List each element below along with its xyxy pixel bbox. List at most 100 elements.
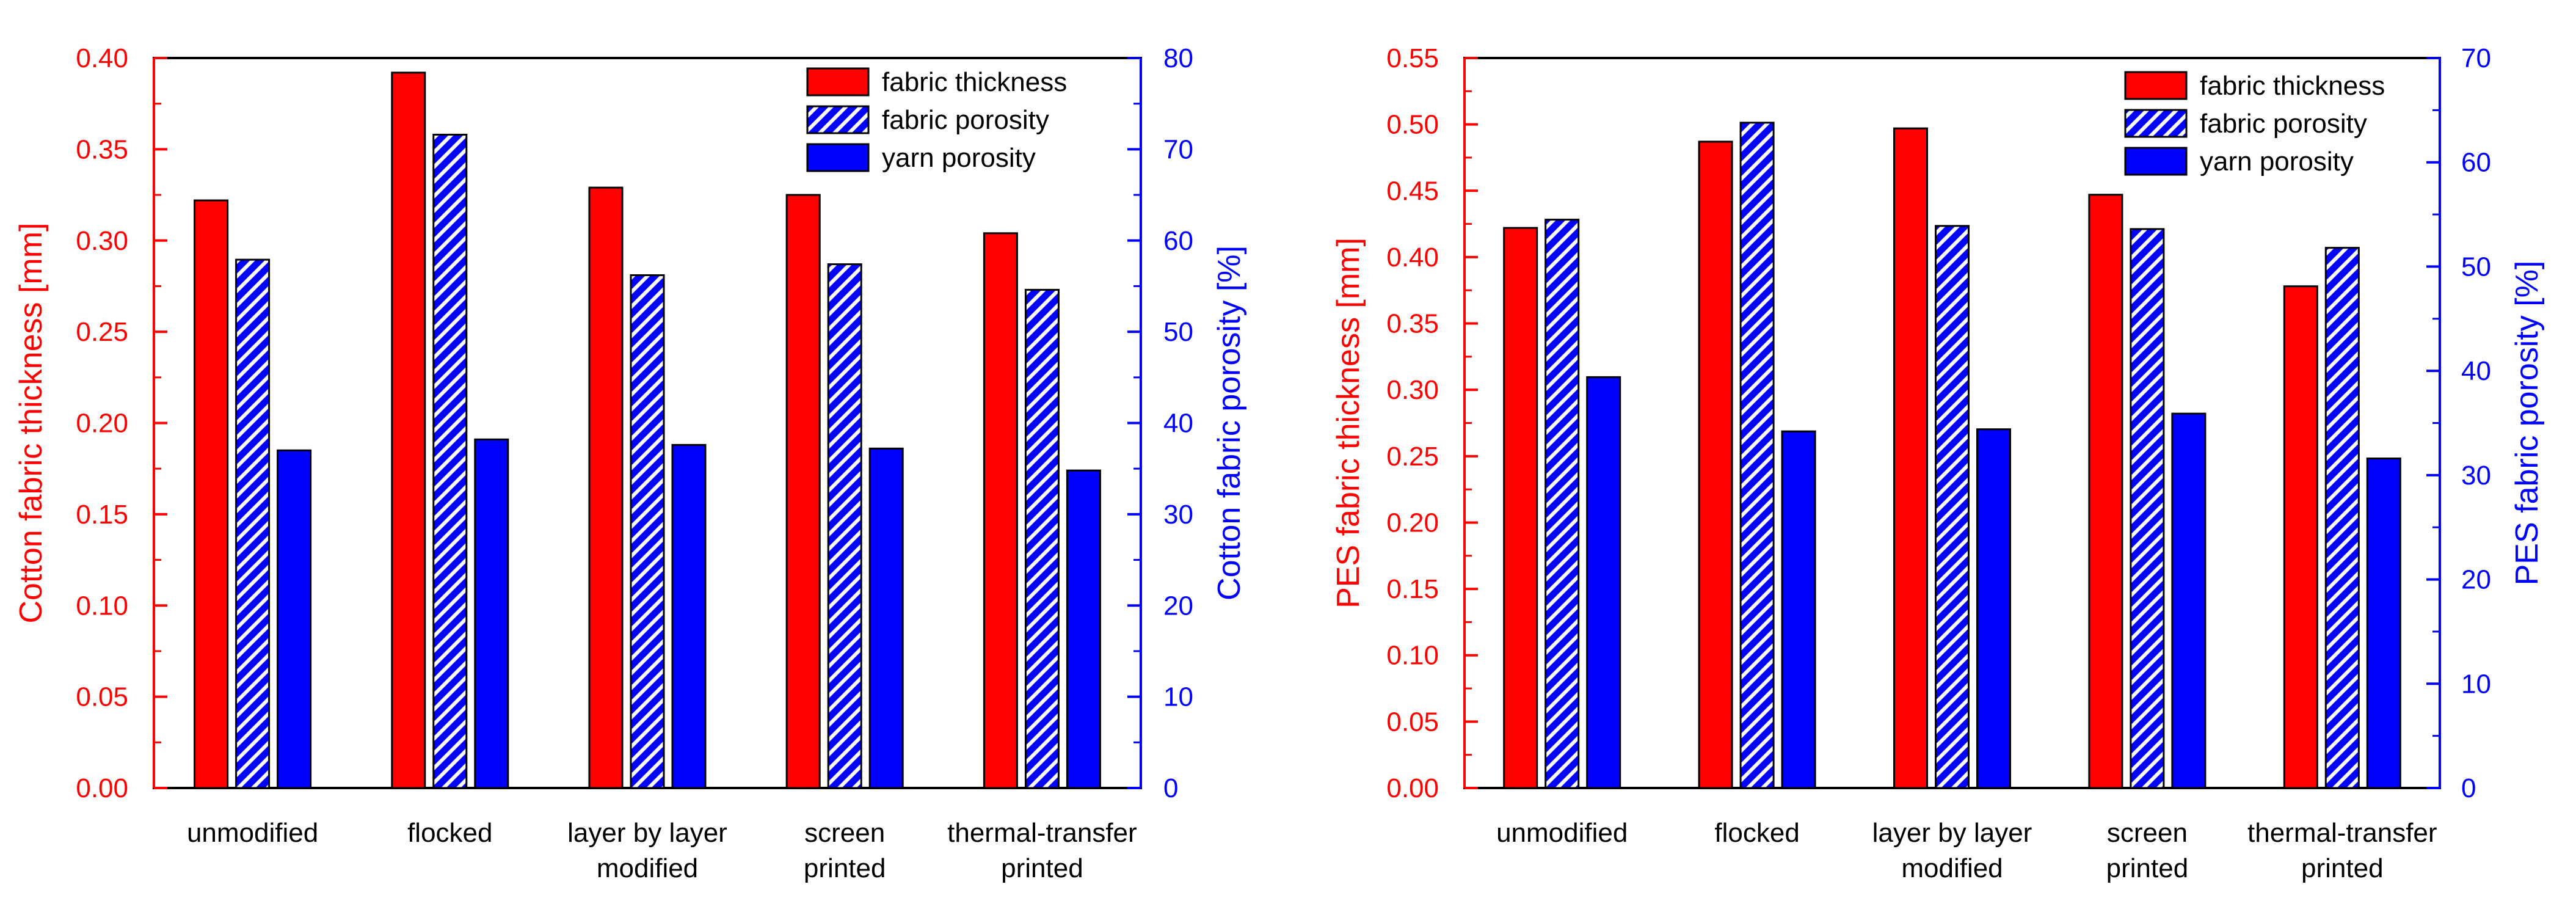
left-tick-label: 0.05 [1386, 707, 1439, 737]
legend-label: fabric thickness [2200, 71, 2385, 101]
bar-fabric-thickness-5 [2283, 285, 2318, 789]
right-tick-label: 80 [1163, 43, 1193, 73]
bar-yarn-porosity-2 [1781, 430, 1816, 789]
bar-fabric-porosity-3 [1935, 225, 1970, 789]
bar-fabric-porosity-1 [235, 258, 271, 789]
right-tick-label: 70 [2461, 43, 2491, 73]
bar-fabric-porosity-1 [1545, 219, 1580, 789]
bar-yarn-porosity-5 [2366, 458, 2401, 789]
x-tick-label: printed [2301, 853, 2384, 883]
left-tick-label: 0.00 [1386, 773, 1439, 803]
x-tick-label: modified [1901, 853, 2003, 883]
bar-yarn-porosity-2 [474, 438, 509, 789]
left-tick-label: 0.30 [1386, 375, 1439, 405]
left-tick-label: 0.30 [76, 226, 128, 256]
left-tick-label: 0.40 [1386, 243, 1439, 272]
left-tick-label: 0.25 [76, 317, 128, 347]
bar-yarn-porosity-3 [671, 443, 707, 789]
x-tick-label: printed [804, 853, 886, 883]
x-tick-label: printed [1001, 853, 1083, 883]
x-tick-label: printed [2106, 853, 2189, 883]
x-tick-label: unmodified [187, 818, 318, 848]
bar-fabric-thickness-5 [983, 232, 1018, 789]
x-tick-label: flocked [1714, 818, 1799, 848]
chart-1: 0.00 0.05 0.10 0.15 0.20 0.25 0.30 0.35 0.40 0 10 2… [13, 43, 1247, 883]
x-tick-label: thermal-transfer [947, 818, 1137, 848]
left-tick-label: 0.25 [1386, 442, 1439, 472]
right-tick-label: 30 [1163, 500, 1193, 530]
legend-swatch-fabric-porosity [2124, 109, 2188, 138]
x-tick-label: layer by layer [567, 818, 727, 848]
left-tick-label: 0.35 [76, 134, 128, 164]
bar-yarn-porosity-4 [2171, 412, 2207, 789]
right-tick-label: 50 [1163, 317, 1193, 347]
bar-fabric-porosity-4 [2130, 228, 2165, 789]
x-tick-label: thermal-transfer [2247, 818, 2437, 848]
legend-label: fabric porosity [2200, 109, 2367, 139]
bar-yarn-porosity-4 [868, 447, 904, 789]
right-tick-label: 40 [1163, 409, 1193, 439]
bar-fabric-thickness-4 [785, 194, 821, 789]
left-tick-label: 0.20 [76, 409, 128, 439]
bar-yarn-porosity-3 [1976, 428, 2011, 789]
bar-fabric-thickness-4 [2088, 194, 2123, 789]
right-tick-label: 40 [2461, 356, 2491, 386]
legend-swatch-fabric-thickness [806, 67, 870, 97]
right-axis-title: PES fabric porosity [%] [2509, 261, 2545, 586]
legend-swatch-yarn-porosity [2124, 147, 2188, 176]
right-tick-label: 60 [2461, 148, 2491, 178]
right-tick-label: 10 [1163, 682, 1193, 712]
left-axis-title: Cotton fabric thickness [mm] [13, 223, 49, 624]
left-tick-label: 0.10 [76, 591, 128, 621]
bar-fabric-porosity-2 [1739, 122, 1775, 789]
x-tick-label: unmodified [1496, 818, 1628, 848]
left-tick-label: 0.50 [1386, 110, 1439, 140]
legend-swatch-fabric-thickness [2124, 71, 2188, 100]
legend-swatch-fabric-porosity [806, 105, 870, 134]
x-tick-label: flocked [407, 818, 492, 848]
left-tick-label: 0.15 [76, 500, 128, 530]
legend-label: fabric thickness [882, 67, 1067, 97]
right-tick-label: 10 [2461, 669, 2491, 699]
right-tick-label: 30 [2461, 461, 2491, 491]
bar-yarn-porosity-1 [277, 449, 312, 789]
right-tick-label: 60 [1163, 226, 1193, 256]
bar-fabric-porosity-3 [630, 274, 665, 789]
bar-fabric-thickness-2 [1698, 140, 1733, 789]
left-tick-label: 0.05 [76, 682, 128, 712]
x-tick-label: layer by layer [1872, 818, 2032, 848]
chart-2: 0.00 0.05 0.10 0.15 0.20 0.25 0.30 0.35 0.40 0.45… [1331, 43, 2545, 883]
bar-fabric-thickness-1 [1503, 227, 1538, 789]
legend-label: yarn porosity [882, 143, 1036, 173]
bar-fabric-thickness-2 [391, 71, 426, 789]
bar-yarn-porosity-5 [1066, 469, 1101, 789]
legend-swatch-yarn-porosity [806, 143, 870, 172]
right-tick-label: 50 [2461, 252, 2491, 282]
x-tick-label: screen [2107, 818, 2188, 848]
legend-label: fabric porosity [882, 105, 1049, 135]
bar-fabric-porosity-5 [2324, 247, 2360, 789]
left-tick-label: 0.55 [1386, 43, 1439, 73]
left-tick-label: 0.20 [1386, 508, 1439, 538]
left-tick-label: 0.10 [1386, 641, 1439, 671]
left-tick-label: 0.00 [76, 773, 128, 803]
bar-fabric-porosity-5 [1024, 288, 1060, 789]
bar-fabric-porosity-4 [827, 263, 862, 789]
right-tick-label: 0 [2461, 773, 2476, 803]
left-tick-label: 0.45 [1386, 176, 1439, 206]
right-tick-label: 20 [2461, 565, 2491, 595]
x-tick-label: modified [597, 853, 698, 883]
bar-fabric-thickness-3 [1893, 127, 1928, 789]
right-axis-title: Cotton fabric porosity [%] [1212, 246, 1247, 600]
bar-fabric-porosity-2 [432, 133, 468, 789]
right-tick-label: 0 [1163, 773, 1178, 803]
right-tick-label: 20 [1163, 591, 1193, 621]
right-tick-label: 70 [1163, 134, 1193, 164]
left-tick-label: 0.35 [1386, 309, 1439, 339]
left-tick-label: 0.40 [76, 43, 128, 73]
bar-fabric-thickness-1 [194, 199, 229, 789]
x-tick-label: screen [804, 818, 885, 848]
bar-yarn-porosity-1 [1586, 376, 1621, 789]
